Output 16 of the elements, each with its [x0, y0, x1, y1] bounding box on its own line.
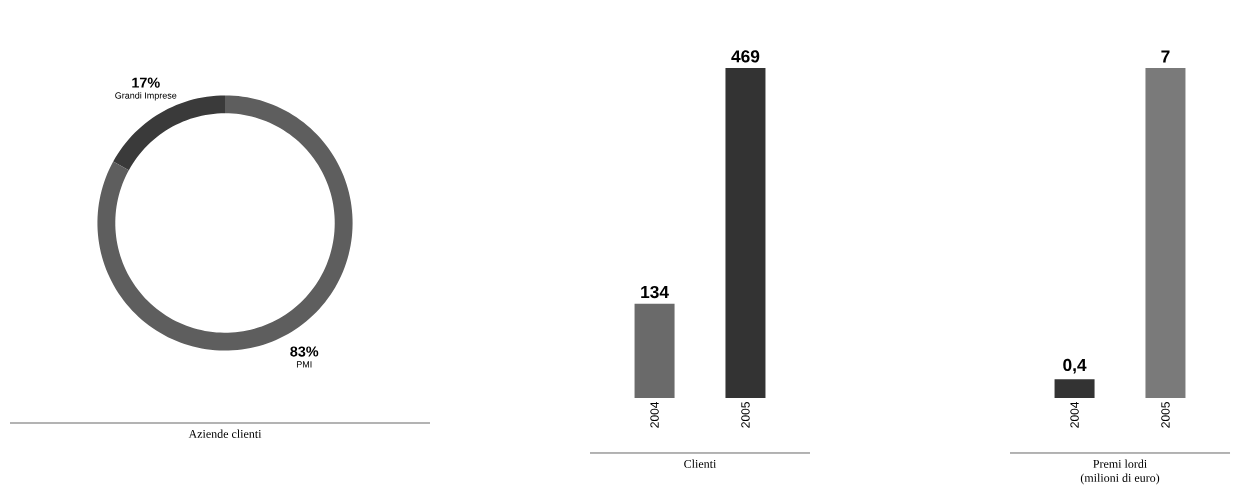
data-label: 17% — [132, 77, 160, 88]
text: Aziende clienti — [188, 429, 262, 438]
text: (milioni di euro) — [1080, 473, 1160, 485]
data-label: 7 — [1161, 50, 1170, 63]
data-label: 0,4 — [1063, 358, 1087, 374]
data-label: 83% — [290, 346, 319, 357]
data-label: 469 — [731, 50, 760, 63]
text: Clienti — [684, 459, 717, 468]
slice-label: PMI — [296, 361, 312, 368]
data-label: 134 — [641, 285, 669, 299]
text: Premi lordi — [1093, 459, 1147, 468]
x-tick-label: 2004 — [650, 401, 659, 428]
x-tick-label: 2005 — [741, 402, 750, 428]
x-tick-label: 2004 — [1070, 401, 1079, 428]
x-tick-label: 2005 — [1161, 402, 1170, 428]
slice-label: Grandi Imprese — [115, 92, 177, 101]
